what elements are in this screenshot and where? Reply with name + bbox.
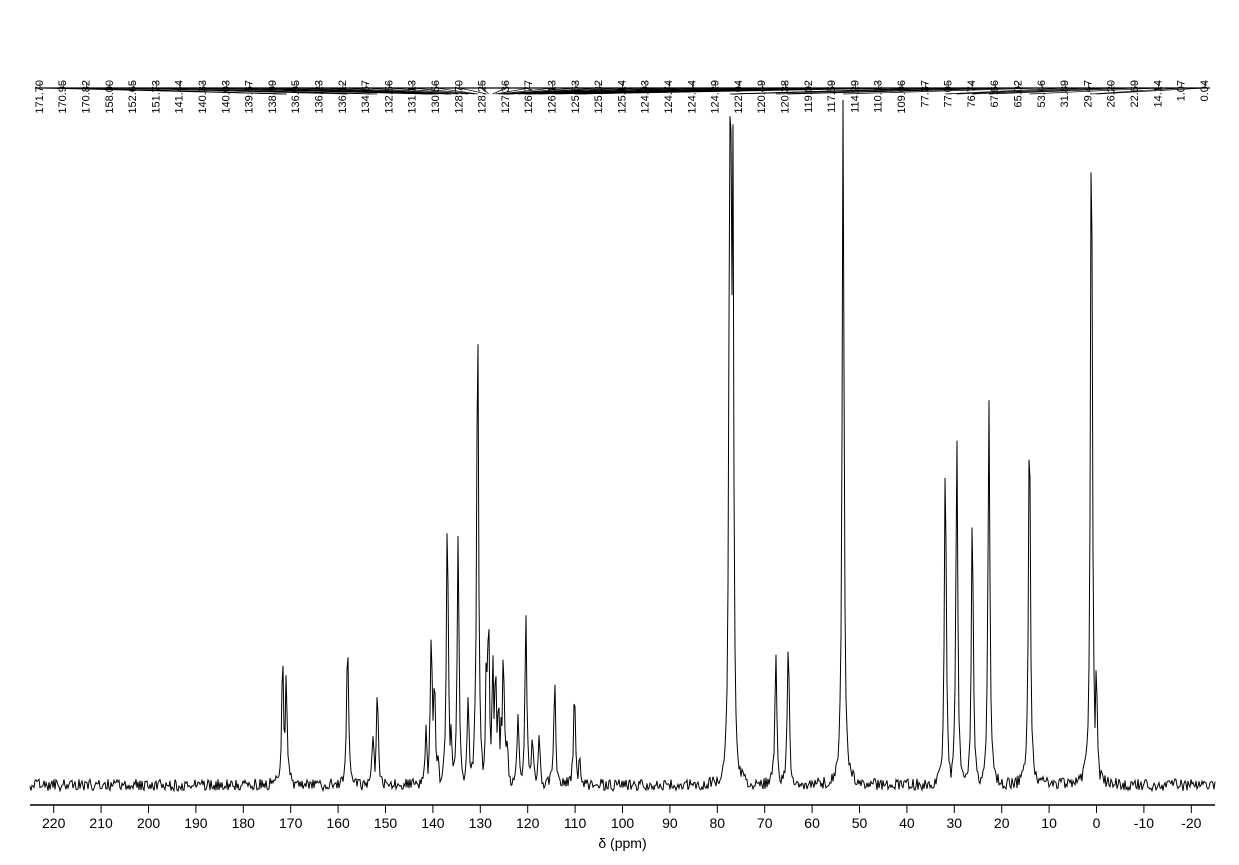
x-axis-tick-label: -10	[1134, 815, 1154, 831]
x-axis-tick-label: 90	[662, 815, 678, 831]
x-axis-tick-label: 20	[994, 815, 1010, 831]
x-axis-tick-label: 120	[516, 815, 540, 831]
x-axis-tick-label: 130	[469, 815, 493, 831]
x-axis-tick-label: 190	[184, 815, 208, 831]
x-axis-tick-label: 100	[611, 815, 635, 831]
nmr-spectrum-chart: 171.70170.95170.82158.00152.65151.73141.…	[0, 0, 1239, 865]
x-axis-tick-label: 50	[852, 815, 868, 831]
x-axis-title: δ (ppm)	[598, 835, 646, 851]
x-axis-tick-label: 170	[279, 815, 303, 831]
x-axis-tick-label: 0	[1093, 815, 1101, 831]
x-axis-tick-label: 220	[42, 815, 66, 831]
x-axis-tick-label: -20	[1181, 815, 1201, 831]
nmr-spectrum-svg: 171.70170.95170.82158.00152.65151.73141.…	[0, 0, 1239, 865]
x-axis-tick-label: 150	[374, 815, 398, 831]
x-axis-tick-label: 40	[899, 815, 915, 831]
x-axis-tick-label: 180	[232, 815, 256, 831]
x-axis-tick-label: 30	[947, 815, 963, 831]
x-axis-tick-label: 200	[137, 815, 161, 831]
x-axis-tick-label: 110	[564, 815, 587, 831]
x-axis-tick-label: 10	[1041, 815, 1057, 831]
x-axis-tick-label: 160	[326, 815, 350, 831]
x-axis-tick-label: 60	[804, 815, 820, 831]
x-axis-tick-label: 70	[757, 815, 773, 831]
x-axis-tick-label: 210	[89, 815, 113, 831]
x-axis-tick-label: 80	[710, 815, 726, 831]
x-axis-tick-label: 140	[421, 815, 445, 831]
